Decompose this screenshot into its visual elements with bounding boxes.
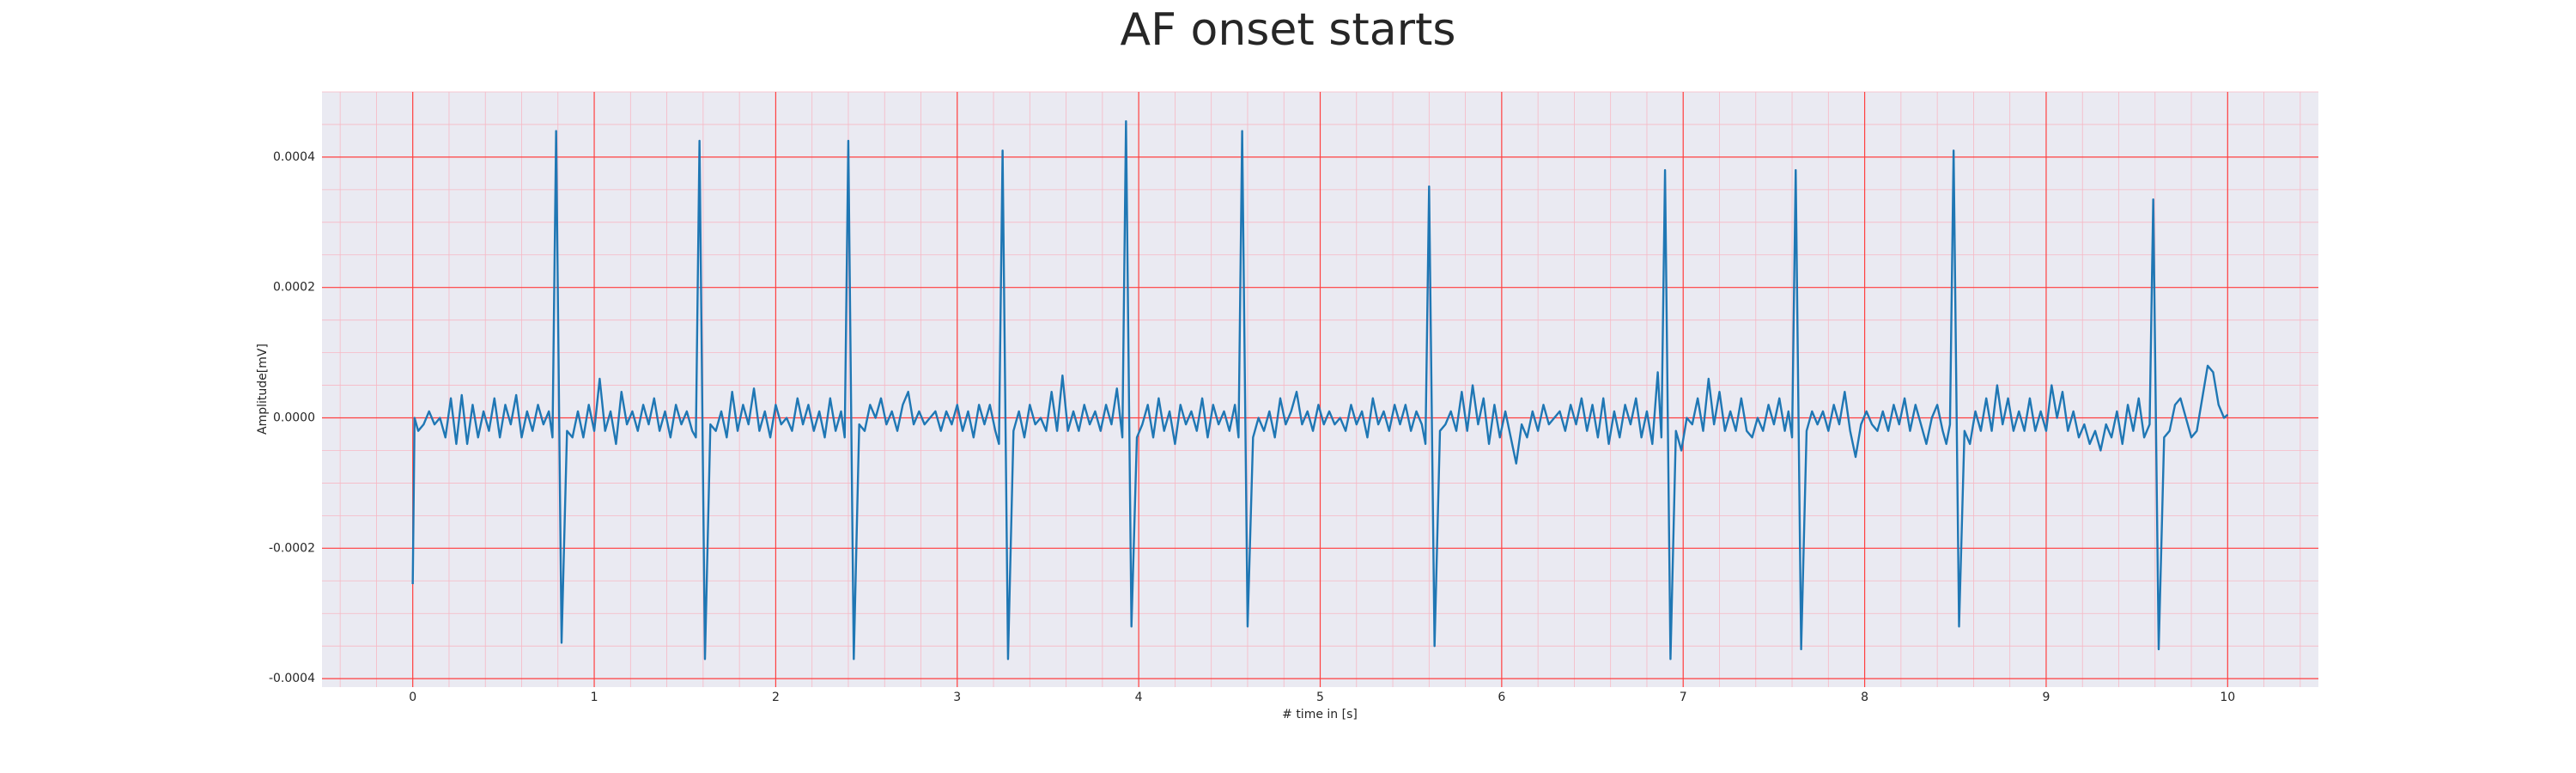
x-tick-label: 9 (2042, 691, 2050, 704)
x-tick-label: 0 (409, 691, 416, 704)
x-tick-label: 7 (1680, 691, 1687, 704)
y-tick-label: 0.0004 (273, 150, 315, 164)
x-axis-label: # time in [s] (1282, 708, 1358, 721)
y-axis-label: Amplitude[mV] (256, 344, 270, 435)
x-tick-label: 6 (1498, 691, 1505, 704)
y-tick-label: -0.0004 (269, 672, 315, 685)
x-tick-label: 1 (591, 691, 598, 704)
y-tick-label: -0.0002 (269, 541, 315, 555)
x-tick-label: 8 (1861, 691, 1868, 704)
x-tick-label: 2 (772, 691, 780, 704)
x-tick-label: 10 (2220, 691, 2235, 704)
x-tick-label: 3 (953, 691, 961, 704)
chart-title: AF onset starts (1121, 4, 1456, 56)
ecg-line (411, 119, 2229, 660)
y-tick-label: 0.0002 (273, 281, 315, 295)
x-tick-label: 4 (1135, 691, 1143, 704)
y-tick-label: 0.0000 (273, 411, 315, 425)
x-tick-label: 5 (1316, 691, 1324, 704)
